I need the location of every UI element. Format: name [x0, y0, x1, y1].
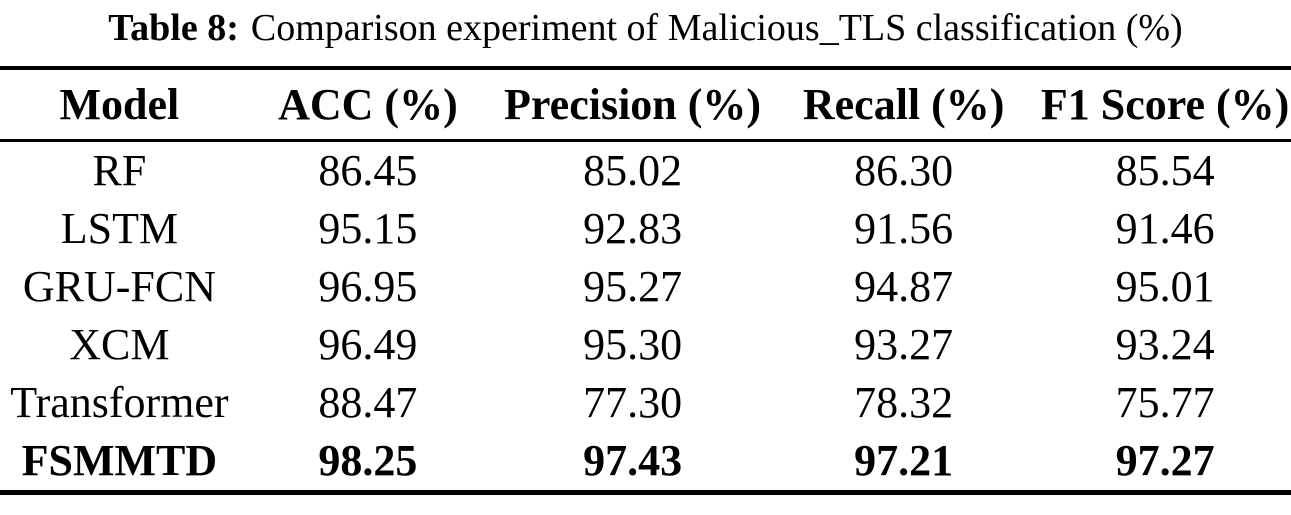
- column-header-acc: ACC (%): [238, 68, 498, 142]
- precision-cell: 92.83: [583, 204, 683, 253]
- precision-cell: 95.30: [583, 320, 683, 369]
- column-header-recall: Recall (%): [768, 68, 1040, 142]
- acc-cell: 86.45: [318, 146, 418, 195]
- precision-cell: 77.30: [583, 378, 683, 427]
- table-header-row: Model ACC (%) Precision (%) Recall (%) F…: [0, 68, 1291, 142]
- table-row: GRU-FCN 96.95 95.27 94.87 95.01: [0, 258, 1291, 316]
- model-cell: Transformer: [10, 378, 229, 427]
- recall-cell: 97.21: [854, 436, 954, 485]
- model-cell: RF: [92, 146, 147, 195]
- acc-cell: 96.95: [318, 262, 418, 311]
- f1-cell: 95.01: [1115, 262, 1215, 311]
- model-cell: LSTM: [60, 204, 179, 253]
- table-row: RF 86.45 85.02 86.30 85.54: [0, 141, 1291, 201]
- acc-cell: 96.49: [318, 320, 418, 369]
- acc-cell: 98.25: [318, 436, 418, 485]
- f1-cell: 85.54: [1115, 146, 1215, 195]
- column-header-precision: Precision (%): [497, 68, 769, 142]
- caption-text: Comparison experiment of Malicious_TLS c…: [250, 7, 1183, 49]
- table-row: XCM 96.49 95.30 93.27 93.24: [0, 316, 1291, 374]
- precision-cell: 95.27: [583, 262, 683, 311]
- recall-cell: 78.32: [854, 378, 954, 427]
- recall-cell: 94.87: [854, 262, 954, 311]
- model-cell: GRU-FCN: [22, 262, 216, 311]
- acc-cell: 95.15: [318, 204, 418, 253]
- results-table: Model ACC (%) Precision (%) Recall (%) F…: [0, 66, 1291, 495]
- model-cell: XCM: [69, 320, 170, 369]
- f1-cell: 93.24: [1115, 320, 1215, 369]
- column-header-f1: F1 Score (%): [1039, 68, 1291, 142]
- table-row-highlighted: FSMMTD 98.25 97.43 97.21 97.27: [0, 432, 1291, 493]
- recall-cell: 86.30: [854, 146, 954, 195]
- caption-label: Table 8:: [108, 7, 239, 49]
- column-header-model: Model: [0, 68, 239, 142]
- f1-cell: 75.77: [1115, 378, 1215, 427]
- f1-cell: 91.46: [1115, 204, 1215, 253]
- table-row: LSTM 95.15 92.83 91.56 91.46: [0, 200, 1291, 258]
- model-cell: FSMMTD: [21, 436, 218, 485]
- acc-cell: 88.47: [318, 378, 418, 427]
- recall-cell: 91.56: [854, 204, 954, 253]
- table-row: Transformer 88.47 77.30 78.32 75.77: [0, 374, 1291, 432]
- table-caption: Table 8: Comparison experiment of Malicio…: [0, 0, 1291, 66]
- precision-cell: 85.02: [583, 146, 683, 195]
- precision-cell: 97.43: [583, 436, 683, 485]
- recall-cell: 93.27: [854, 320, 954, 369]
- f1-cell: 97.27: [1115, 436, 1215, 485]
